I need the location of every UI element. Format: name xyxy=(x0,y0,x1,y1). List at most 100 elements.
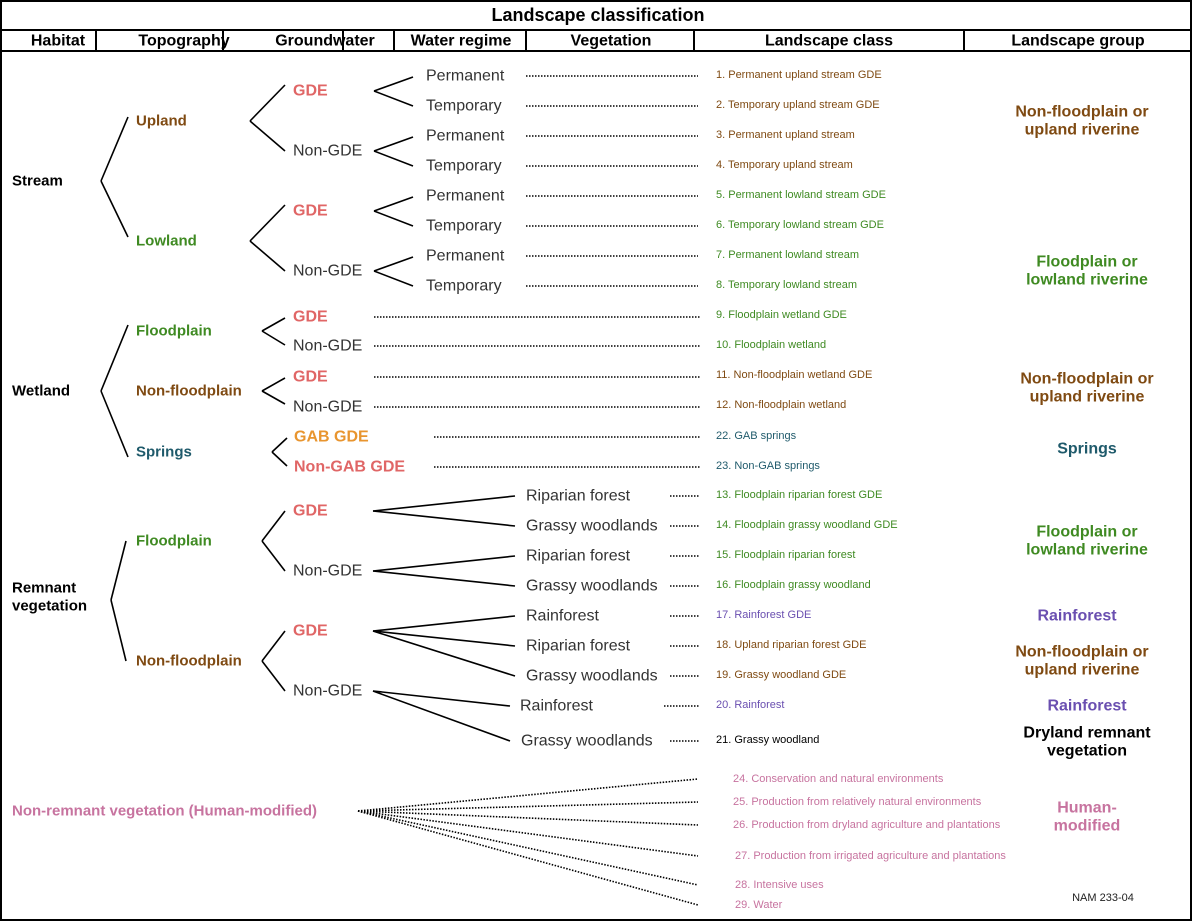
branch-line xyxy=(100,390,129,458)
branch-line xyxy=(373,76,414,92)
landscape-class-label: 25. Production from relatively natural e… xyxy=(733,796,982,808)
landscape-group-label: lowland riverine xyxy=(1026,542,1148,559)
column-header: Topography xyxy=(138,33,229,50)
vegetation-label: Grassy woodlands xyxy=(526,578,658,595)
landscape-group-label: Non-floodplain or xyxy=(1020,371,1153,388)
water-regime-label: Permanent xyxy=(426,188,505,205)
landscape-class-label: 19. Grassy woodland GDE xyxy=(716,669,846,681)
branch-line xyxy=(261,630,286,662)
topography-label: Upland xyxy=(136,113,187,130)
landscape-class-label: 7. Permanent lowland stream xyxy=(716,249,859,261)
habitat-label: Non-remnant vegetation (Human-modified) xyxy=(12,803,317,820)
branch-line xyxy=(249,84,286,122)
landscape-class-label: 13. Floodplain riparian forest GDE xyxy=(716,489,882,501)
groundwater-label: GDE xyxy=(293,83,328,100)
landscape-class-label: 5. Permanent lowland stream GDE xyxy=(716,189,886,201)
landscape-class-label: 24. Conservation and natural environment… xyxy=(733,773,944,785)
branch-line xyxy=(261,510,286,542)
diagram-title: Landscape classification xyxy=(491,5,704,25)
branch-line xyxy=(261,317,286,332)
habitat-label: vegetation xyxy=(12,598,87,615)
column-header: Habitat xyxy=(31,33,86,50)
landscape-class-label: 11. Non-floodplain wetland GDE xyxy=(716,369,872,381)
landscape-class-label: 3. Permanent upland stream xyxy=(716,129,855,141)
water-regime-label: Permanent xyxy=(426,248,505,265)
landscape-group-label: Floodplain or xyxy=(1036,524,1137,541)
topography-label: Non-floodplain xyxy=(136,653,242,670)
branch-line xyxy=(100,180,129,238)
vegetation-label: Riparian forest xyxy=(526,548,631,565)
groundwater-label: GDE xyxy=(293,623,328,640)
groundwater-label: Non-GDE xyxy=(293,263,362,280)
branch-line xyxy=(261,660,286,692)
groundwater-label: GDE xyxy=(293,369,328,386)
branch-line xyxy=(373,150,414,167)
topography-label: Non-floodplain xyxy=(136,383,242,400)
vegetation-label: Rainforest xyxy=(520,698,593,715)
landscape-class-label: 16. Floodplain grassy woodland xyxy=(716,579,871,591)
branch-line xyxy=(271,437,288,453)
topography-label: Floodplain xyxy=(136,323,212,340)
branch-line xyxy=(373,210,414,227)
topography-label: Lowland xyxy=(136,233,197,250)
topography-label: Springs xyxy=(136,444,192,461)
landscape-class-label: 9. Floodplain wetland GDE xyxy=(716,309,847,321)
landscape-class-label: 15. Floodplain riparian forest xyxy=(716,549,855,561)
landscape-class-label: 28. Intensive uses xyxy=(735,879,824,891)
branch-line xyxy=(372,570,516,587)
landscape-group-label: vegetation xyxy=(1047,743,1127,760)
landscape-group-label: lowland riverine xyxy=(1026,272,1148,289)
landscape-class-label: 20. Rainforest xyxy=(716,699,784,711)
branch-line xyxy=(249,240,286,272)
dotted-connector xyxy=(357,801,699,812)
landscape-class-label: 2. Temporary upland stream GDE xyxy=(716,99,880,111)
branch-line xyxy=(373,256,414,272)
column-header: Vegetation xyxy=(571,33,652,50)
groundwater-label: GDE xyxy=(293,203,328,220)
groundwater-label: Non-GDE xyxy=(293,683,362,700)
groundwater-label: GDE xyxy=(293,309,328,326)
groundwater-label: Non-GAB GDE xyxy=(294,459,405,476)
landscape-group-label: modified xyxy=(1054,818,1121,835)
water-regime-label: Temporary xyxy=(426,158,502,175)
branch-line xyxy=(372,690,511,707)
groundwater-label: GDE xyxy=(293,503,328,520)
branch-line xyxy=(110,599,127,662)
branch-line xyxy=(372,615,516,632)
landscape-class-label: 26. Production from dryland agriculture … xyxy=(733,819,1001,831)
groundwater-label: Non-GDE xyxy=(293,563,362,580)
landscape-group-label: upland riverine xyxy=(1025,122,1140,139)
branch-line xyxy=(100,116,129,182)
topography-label: Floodplain xyxy=(136,533,212,550)
column-header: Groundwater xyxy=(275,33,375,50)
landscape-class-label: 27. Production from irrigated agricultur… xyxy=(735,850,1006,862)
landscape-class-label: 4. Temporary upland stream xyxy=(716,159,853,171)
landscape-group-label: Non-floodplain or xyxy=(1015,644,1148,661)
column-header: Water regime xyxy=(411,33,512,50)
branch-line xyxy=(261,330,286,346)
branch-line xyxy=(249,204,286,242)
branch-line xyxy=(373,196,414,212)
figure-code: NAM 233-04 xyxy=(1072,892,1134,904)
dotted-connector xyxy=(357,810,699,857)
vegetation-label: Grassy woodlands xyxy=(526,668,658,685)
habitat-label: Wetland xyxy=(12,383,70,400)
branch-line xyxy=(110,540,127,601)
landscape-group-label: upland riverine xyxy=(1030,389,1145,406)
water-regime-label: Permanent xyxy=(426,128,505,145)
branch-line xyxy=(261,390,286,405)
branch-line xyxy=(271,451,288,467)
branch-line xyxy=(249,120,286,152)
branch-line xyxy=(372,555,516,572)
water-regime-label: Temporary xyxy=(426,218,502,235)
landscape-class-label: 6. Temporary lowland stream GDE xyxy=(716,219,884,231)
column-header: Landscape group xyxy=(1011,33,1145,50)
groundwater-label: Non-GDE xyxy=(293,143,362,160)
landscape-class-label: 14. Floodplain grassy woodland GDE xyxy=(716,519,898,531)
branch-line xyxy=(373,90,414,107)
vegetation-label: Grassy woodlands xyxy=(521,733,653,750)
landscape-group-label: Rainforest xyxy=(1037,608,1117,625)
branch-line xyxy=(372,630,516,647)
landscape-class-label: 22. GAB springs xyxy=(716,430,797,442)
